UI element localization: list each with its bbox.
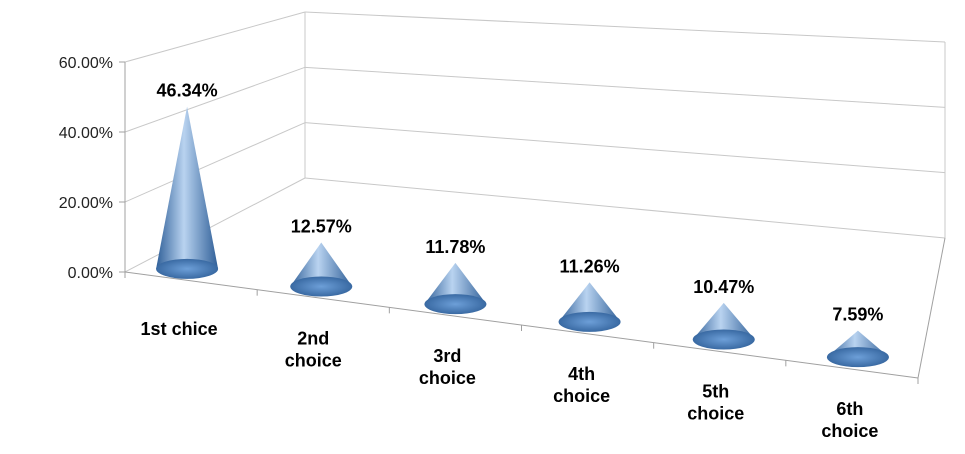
y-tick-label: 40.00% <box>59 125 113 142</box>
cone-base <box>290 276 353 297</box>
gridline-left-wall <box>124 11 306 63</box>
cone-mark <box>290 242 353 297</box>
gridline-left-wall <box>124 177 306 273</box>
category-label-line: choice <box>821 421 878 441</box>
gridline-back-wall <box>304 11 946 43</box>
data-label: 46.34% <box>157 81 218 101</box>
gridline-back-wall <box>304 177 946 239</box>
gridlines <box>124 11 946 273</box>
category-label-line: 1st chice <box>141 319 218 339</box>
cone-base <box>692 329 755 350</box>
cone-body <box>692 302 755 340</box>
cone-mark <box>692 302 755 350</box>
y-tick-label: 60.00% <box>59 55 113 72</box>
cone-body <box>156 106 219 269</box>
data-label: 11.26% <box>560 256 620 276</box>
category-label: 6th choice <box>821 399 878 441</box>
category-label: 3rd choice <box>419 346 476 388</box>
cone-base <box>826 347 889 368</box>
category-label-line: 6th <box>836 399 863 419</box>
cone-series <box>156 106 889 368</box>
category-label: 5th choice <box>687 382 744 424</box>
y-axis-tick-labels: 0.00% 20.00% 40.00% 60.00% <box>59 55 113 282</box>
category-label-line: 4th <box>568 364 595 384</box>
cone-mark <box>156 106 219 279</box>
cone-base <box>156 258 219 279</box>
data-label: 12.57% <box>291 217 352 237</box>
data-label: 11.78% <box>425 237 485 257</box>
category-label-line: choice <box>687 404 744 424</box>
category-label-line: 2nd <box>297 329 329 349</box>
floor-right-edge <box>917 237 946 379</box>
category-label-line: choice <box>419 368 476 388</box>
data-labels: 46.34% 12.57% 11.78% 11.26% 10.47% 7.59% <box>157 81 884 325</box>
category-label-line: 3rd <box>433 346 461 366</box>
gridline-back-wall <box>304 66 946 108</box>
category-label-line: choice <box>553 386 610 406</box>
cone-body <box>424 262 487 305</box>
data-label: 7.59% <box>832 305 883 325</box>
category-labels: 1st chice 2nd choice 3rd choice 4th choice 5th c… <box>141 319 879 441</box>
gridline-back-wall <box>304 122 946 174</box>
data-label: 10.47% <box>693 277 754 297</box>
category-label-line: choice <box>285 351 342 371</box>
cone-mark <box>424 262 487 315</box>
cone-body <box>558 282 621 322</box>
cone-base <box>424 294 487 315</box>
category-label: 4th choice <box>553 364 610 406</box>
category-label-line: 5th <box>702 382 729 402</box>
category-label: 1st chice <box>141 319 218 339</box>
cone-base <box>558 311 621 332</box>
category-label: 2nd choice <box>285 329 342 371</box>
y-tick-label: 0.00% <box>68 265 113 282</box>
cone-mark <box>826 330 889 368</box>
cone-mark <box>558 282 621 332</box>
gridline-left-wall <box>124 66 306 133</box>
cone-body <box>290 242 353 287</box>
axes <box>119 61 946 384</box>
gridline-left-wall <box>124 122 306 203</box>
y-tick-label: 20.00% <box>59 195 113 212</box>
